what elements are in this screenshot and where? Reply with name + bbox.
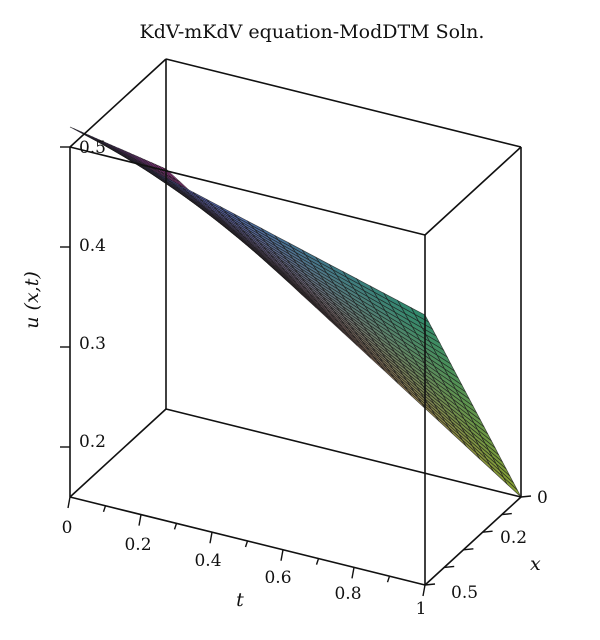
t-axis-label: t (236, 589, 244, 611)
t-tick-mark (280, 549, 284, 561)
chart-title: KdV-mKdV equation-ModDTM Soln. (140, 21, 485, 43)
x-tick-label: 0 (537, 488, 548, 508)
box-edge (424, 496, 522, 586)
t-tick-label: 0.6 (264, 568, 291, 588)
z-tick-label: 0.5 (79, 138, 106, 158)
t-tick-mark (102, 505, 107, 513)
x-tick-mark (501, 512, 512, 516)
t-tick-mark (209, 532, 213, 544)
t-tick-label: 0.4 (194, 551, 221, 571)
t-tick-mark (138, 514, 142, 526)
t-tick-mark (173, 523, 178, 530)
x-tick-mark (424, 583, 436, 586)
box-edge (165, 408, 522, 498)
t-tick-label: 0.2 (124, 535, 151, 555)
t-tick-mark (315, 558, 320, 565)
x-tick-label: 0.2 (500, 528, 527, 548)
z-tick-label: 0.2 (79, 432, 106, 452)
x-tick-mark (520, 495, 532, 498)
t-tick-labels: 0 0.2 0.4 0.6 0.8 1 (62, 518, 427, 619)
t-tick-mark (244, 540, 249, 548)
box-edge (69, 146, 426, 236)
x-tick-mark (463, 548, 474, 551)
t-tick-label: 0 (62, 518, 73, 538)
x-tick-mark (444, 565, 455, 569)
axis-ticks (60, 146, 532, 597)
t-tick-mark (67, 496, 71, 509)
box-edge (69, 408, 167, 498)
x-tick-label: 0.5 (451, 583, 478, 603)
box-edge (165, 58, 522, 148)
x-tick-labels: 0 0.2 0.5 (451, 488, 548, 603)
box-edge (424, 146, 522, 236)
box-edge (69, 58, 167, 148)
x-axis-label: x (530, 553, 541, 575)
u-axis-label: u (x,t) (21, 271, 43, 329)
t-tick-mark (422, 584, 426, 597)
z-tick-label: 0.3 (79, 334, 106, 354)
t-tick-mark (351, 567, 355, 579)
t-tick-label: 1 (416, 599, 427, 619)
z-tick-label: 0.4 (79, 236, 106, 256)
bounding-box (69, 58, 522, 586)
x-tick-mark (482, 530, 493, 533)
t-tick-label: 0.8 (334, 584, 361, 604)
z-tick-labels: 0.5 0.4 0.3 0.2 (79, 138, 106, 452)
t-tick-mark (386, 575, 391, 583)
